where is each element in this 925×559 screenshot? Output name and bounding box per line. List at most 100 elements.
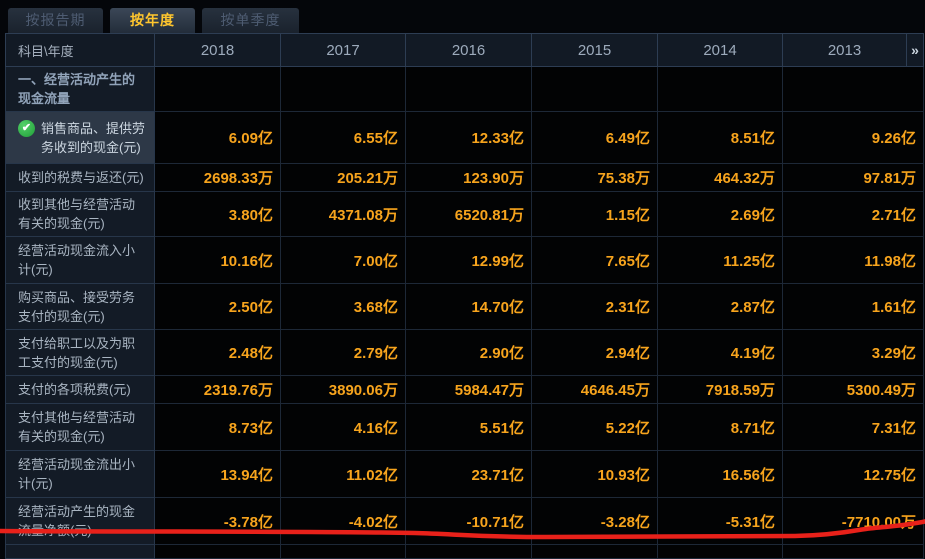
row-label[interactable]: 购买商品、接受劳务支付的现金(元) bbox=[5, 283, 155, 330]
year-header-2013: 2013 bbox=[782, 33, 907, 67]
cell-value: 12.33亿 bbox=[405, 111, 532, 164]
row-label[interactable]: ✔ 销售商品、提供劳务收到的现金(元) bbox=[5, 111, 155, 164]
cell-value: 7.00亿 bbox=[280, 236, 406, 284]
tab-by-report-period[interactable]: 按报告期 bbox=[8, 8, 103, 33]
cell-value: 9.26亿 bbox=[782, 111, 924, 164]
row-label[interactable]: 收到其他与经营活动有关的现金(元) bbox=[5, 191, 155, 237]
year-header-2018: 2018 bbox=[154, 33, 281, 67]
cell-value: 2.69亿 bbox=[657, 191, 783, 237]
cell-value: 2319.76万 bbox=[154, 375, 281, 404]
cell-value: 12.99亿 bbox=[405, 236, 532, 284]
table-row: 经营活动产生的现金流量净额(元) -3.78亿 -4.02亿 -10.71亿 -… bbox=[5, 497, 924, 545]
cell-value: 11.02亿 bbox=[280, 450, 406, 498]
year-header-2015: 2015 bbox=[531, 33, 658, 67]
cell-value: -4.02亿 bbox=[280, 497, 406, 545]
corner-header: 科目\年度 bbox=[5, 33, 155, 67]
cell-value: 2.71亿 bbox=[782, 191, 924, 237]
table-header-row: 科目\年度 2018 2017 2016 2015 2014 2013 » bbox=[5, 33, 924, 67]
cell-value bbox=[531, 66, 658, 112]
cell-value: 3.68亿 bbox=[280, 283, 406, 330]
cell-value bbox=[657, 66, 783, 112]
cell-value: 11.98亿 bbox=[782, 236, 924, 284]
row-label[interactable]: 收到的税费与返还(元) bbox=[5, 163, 155, 192]
cell-value bbox=[154, 66, 281, 112]
cell-value: 97.81万 bbox=[782, 163, 924, 192]
cell-value bbox=[405, 66, 532, 112]
tab-by-year[interactable]: 按年度 bbox=[110, 8, 195, 33]
table-row: 经营活动现金流出小计(元) 13.94亿 11.02亿 23.71亿 10.93… bbox=[5, 450, 924, 498]
cell-value: 2.79亿 bbox=[280, 329, 406, 376]
cell-value: 2.50亿 bbox=[154, 283, 281, 330]
cell-value: 2.87亿 bbox=[657, 283, 783, 330]
cell-value: 6.09亿 bbox=[154, 111, 281, 164]
cell-value: 7.65亿 bbox=[531, 236, 658, 284]
table-row-section: 一、经营活动产生的现金流量 bbox=[5, 66, 924, 112]
row-label[interactable]: 支付的各项税费(元) bbox=[5, 375, 155, 404]
cell-value: 11.25亿 bbox=[657, 236, 783, 284]
cell-value: 16.56亿 bbox=[657, 450, 783, 498]
year-header-2016: 2016 bbox=[405, 33, 532, 67]
cell-value: 4.19亿 bbox=[657, 329, 783, 376]
table-row: 购买商品、接受劳务支付的现金(元) 2.50亿 3.68亿 14.70亿 2.3… bbox=[5, 283, 924, 330]
row-label[interactable]: 支付给职工以及为职工支付的现金(元) bbox=[5, 329, 155, 376]
cell-value: 75.38万 bbox=[531, 163, 658, 192]
cashflow-table: 科目\年度 2018 2017 2016 2015 2014 2013 » 一、… bbox=[5, 33, 924, 559]
cell-value: 10.16亿 bbox=[154, 236, 281, 284]
table-row: 收到其他与经营活动有关的现金(元) 3.80亿 4371.08万 6520.81… bbox=[5, 191, 924, 237]
cell-value: -3.78亿 bbox=[154, 497, 281, 545]
cell-value: 464.32万 bbox=[657, 163, 783, 192]
cell-value: 2698.33万 bbox=[154, 163, 281, 192]
cell-value: 8.51亿 bbox=[657, 111, 783, 164]
cell-value bbox=[782, 66, 924, 112]
cell-value: 5.22亿 bbox=[531, 403, 658, 451]
double-chevron-right-icon: » bbox=[911, 42, 919, 58]
cell-value: -3.28亿 bbox=[531, 497, 658, 545]
table-row: 经营活动现金流入小计(元) 10.16亿 7.00亿 12.99亿 7.65亿 … bbox=[5, 236, 924, 284]
cell-value: 7918.59万 bbox=[657, 375, 783, 404]
row-label[interactable]: 支付其他与经营活动有关的现金(元) bbox=[5, 403, 155, 451]
table-row-selected: ✔ 销售商品、提供劳务收到的现金(元) 6.09亿 6.55亿 12.33亿 6… bbox=[5, 111, 924, 164]
cell-value: -10.71亿 bbox=[405, 497, 532, 545]
cell-value: 13.94亿 bbox=[154, 450, 281, 498]
year-header-2014: 2014 bbox=[657, 33, 783, 67]
check-icon: ✔ bbox=[18, 119, 35, 137]
cell-value: 8.73亿 bbox=[154, 403, 281, 451]
cell-value: 8.71亿 bbox=[657, 403, 783, 451]
cell-value: 23.71亿 bbox=[405, 450, 532, 498]
tab-by-quarter[interactable]: 按单季度 bbox=[202, 8, 299, 33]
table-row: 支付其他与经营活动有关的现金(元) 8.73亿 4.16亿 5.51亿 5.22… bbox=[5, 403, 924, 451]
cashflow-statement-screen: 按报告期 按年度 按单季度 科目\年度 2018 2017 2016 2015 … bbox=[0, 8, 925, 559]
cell-value: 1.15亿 bbox=[531, 191, 658, 237]
cell-value: 2.90亿 bbox=[405, 329, 532, 376]
cell-value: -5.31亿 bbox=[657, 497, 783, 545]
cell-value: 6.49亿 bbox=[531, 111, 658, 164]
row-label[interactable]: 经营活动现金流出小计(元) bbox=[5, 450, 155, 498]
row-label[interactable]: 经营活动现金流入小计(元) bbox=[5, 236, 155, 284]
more-years-button[interactable]: » bbox=[906, 33, 924, 67]
row-label-text: 销售商品、提供劳务收到的现金(元) bbox=[41, 120, 146, 155]
cell-value: 5984.47万 bbox=[405, 375, 532, 404]
cell-value: 4646.45万 bbox=[531, 375, 658, 404]
cell-value: 2.31亿 bbox=[531, 283, 658, 330]
cell-value: 1.61亿 bbox=[782, 283, 924, 330]
table-row: 收到的税费与返还(元) 2698.33万 205.21万 123.90万 75.… bbox=[5, 163, 924, 192]
cell-value: 3.80亿 bbox=[154, 191, 281, 237]
table-row: 支付的各项税费(元) 2319.76万 3890.06万 5984.47万 46… bbox=[5, 375, 924, 404]
cell-value: 3890.06万 bbox=[280, 375, 406, 404]
cell-value: 12.75亿 bbox=[782, 450, 924, 498]
cell-value: 5.51亿 bbox=[405, 403, 532, 451]
cell-value: 4371.08万 bbox=[280, 191, 406, 237]
row-label[interactable]: 经营活动产生的现金流量净额(元) bbox=[5, 497, 155, 545]
cell-value: 6520.81万 bbox=[405, 191, 532, 237]
cell-value: 2.48亿 bbox=[154, 329, 281, 376]
row-label: 一、经营活动产生的现金流量 bbox=[5, 66, 155, 112]
cell-value: 3.29亿 bbox=[782, 329, 924, 376]
cell-value: 7.31亿 bbox=[782, 403, 924, 451]
cell-value bbox=[280, 66, 406, 112]
cell-value: -7710.00万 bbox=[782, 497, 924, 545]
cell-value: 4.16亿 bbox=[280, 403, 406, 451]
year-header-2017: 2017 bbox=[280, 33, 406, 67]
cell-value: 14.70亿 bbox=[405, 283, 532, 330]
cell-value: 5300.49万 bbox=[782, 375, 924, 404]
table-row: 支付给职工以及为职工支付的现金(元) 2.48亿 2.79亿 2.90亿 2.9… bbox=[5, 329, 924, 376]
